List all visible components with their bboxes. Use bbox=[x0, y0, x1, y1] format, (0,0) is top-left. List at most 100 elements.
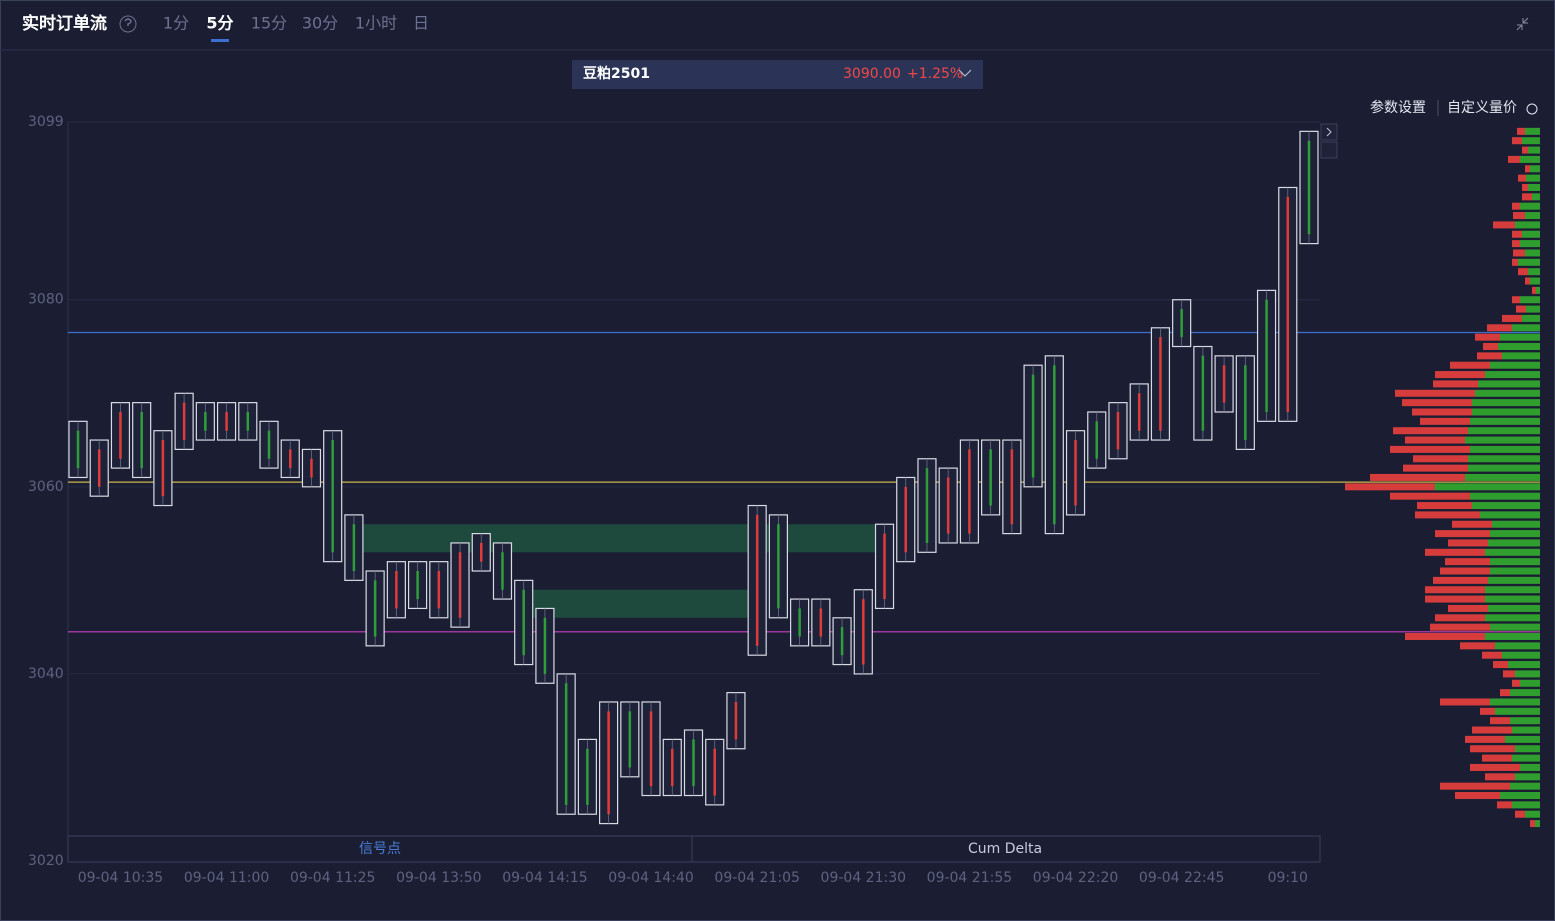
profile-sell bbox=[1417, 502, 1472, 510]
timeframe-tab[interactable]: 1分 bbox=[163, 14, 189, 33]
profile-buy bbox=[1485, 548, 1540, 556]
plot: 3099 3080 3060 3040 3020 09-04 10:35 09-04 11:… bbox=[28, 114, 1540, 886]
profile-buy bbox=[1508, 661, 1540, 669]
profile-sell bbox=[1450, 361, 1490, 369]
profile-buy bbox=[1520, 202, 1540, 210]
profile-buy bbox=[1485, 371, 1540, 379]
profile-sell bbox=[1512, 258, 1518, 266]
profile-buy bbox=[1526, 174, 1540, 182]
x-tick-label: 09-04 21:30 bbox=[821, 870, 906, 886]
profile-buy bbox=[1495, 707, 1540, 715]
profile-sell bbox=[1503, 670, 1515, 678]
bottom-tabs bbox=[67, 835, 1321, 863]
profile-sell bbox=[1493, 221, 1515, 229]
bottom-tab[interactable]: 信号点 bbox=[359, 841, 401, 857]
profile-sell bbox=[1500, 689, 1510, 697]
custom-button[interactable]: 自定义量价 bbox=[1447, 100, 1517, 116]
profile-sell bbox=[1425, 595, 1485, 603]
y-tick-label: 3080 bbox=[28, 292, 64, 308]
profile-buy bbox=[1472, 399, 1540, 407]
profile-sell bbox=[1395, 389, 1475, 397]
profile-sell bbox=[1415, 511, 1480, 519]
profile-sell bbox=[1502, 314, 1522, 322]
profile-buy bbox=[1485, 614, 1540, 622]
profile-sell bbox=[1522, 183, 1528, 191]
profile-buy bbox=[1470, 445, 1540, 453]
active-tab-underline bbox=[211, 39, 229, 42]
profile-sell bbox=[1485, 773, 1515, 781]
profile-sell bbox=[1465, 735, 1505, 743]
profile-sell bbox=[1455, 792, 1500, 800]
bottom-tab[interactable]: Cum Delta bbox=[968, 841, 1042, 857]
profile-sell bbox=[1412, 408, 1472, 416]
profile-sell bbox=[1513, 212, 1525, 220]
profile-sell bbox=[1393, 427, 1468, 435]
timeframe-tab[interactable]: 30分 bbox=[302, 14, 338, 33]
profile-sell bbox=[1512, 230, 1522, 238]
profile-sell bbox=[1460, 642, 1495, 650]
y-tick-label: 3099 bbox=[28, 114, 64, 130]
instrument-box[interactable] bbox=[572, 60, 983, 89]
profile-buy bbox=[1525, 810, 1540, 818]
x-tick-label: 09-04 22:45 bbox=[1139, 870, 1224, 886]
profile-sell bbox=[1532, 286, 1536, 294]
timeframe-tab[interactable]: 日 bbox=[413, 14, 429, 33]
timeframe-tabs: 1分 5分 15分 30分 1小时日 bbox=[163, 14, 429, 42]
timeframe-tab[interactable]: 1小时 bbox=[355, 14, 397, 33]
profile-sell bbox=[1390, 492, 1470, 500]
profile-buy bbox=[1520, 763, 1540, 771]
profile-sell bbox=[1345, 483, 1435, 491]
y-tick-label: 3060 bbox=[28, 479, 64, 495]
profile-buy bbox=[1510, 689, 1540, 697]
gear-icon bbox=[1526, 103, 1538, 115]
x-tick-label: 09-04 14:40 bbox=[608, 870, 693, 886]
timeframe-tab[interactable]: 15分 bbox=[251, 14, 287, 33]
profile-buy bbox=[1525, 212, 1540, 220]
profile-sell bbox=[1522, 146, 1528, 154]
profile-buy bbox=[1470, 492, 1540, 500]
profile-buy bbox=[1468, 427, 1540, 435]
help-icon[interactable] bbox=[119, 15, 137, 33]
profile-sell bbox=[1480, 707, 1495, 715]
expand-button[interactable] bbox=[1320, 123, 1338, 141]
expand-chevron bbox=[1326, 127, 1332, 137]
x-tick-label: 09-04 21:05 bbox=[714, 870, 799, 886]
profile-buy bbox=[1490, 623, 1540, 631]
profile-sell bbox=[1430, 623, 1490, 631]
profile-buy bbox=[1498, 343, 1540, 351]
profile-sell bbox=[1512, 679, 1520, 687]
profile-sell bbox=[1487, 324, 1512, 332]
profile-sell bbox=[1512, 296, 1520, 304]
profile-buy bbox=[1518, 258, 1540, 266]
profile-buy bbox=[1500, 792, 1540, 800]
profile-buy bbox=[1525, 127, 1540, 135]
profile-buy bbox=[1468, 464, 1540, 472]
settings-button[interactable]: 参数设置 bbox=[1370, 99, 1426, 116]
profile-sell bbox=[1493, 661, 1508, 669]
profile-sell bbox=[1512, 202, 1520, 210]
app-title: 实时订单流 bbox=[22, 13, 107, 34]
profile-buy bbox=[1490, 567, 1540, 575]
profile-buy bbox=[1472, 408, 1540, 416]
x-tick-label: 09-04 21:55 bbox=[927, 870, 1012, 886]
profile-buy bbox=[1510, 782, 1540, 790]
help-mark bbox=[124, 18, 132, 26]
profile-buy bbox=[1520, 296, 1540, 304]
profile-sell bbox=[1420, 417, 1470, 425]
profile-sell bbox=[1517, 127, 1525, 135]
profile-buy bbox=[1490, 558, 1540, 566]
profile-sell bbox=[1472, 726, 1512, 734]
profile-sell bbox=[1512, 240, 1520, 248]
profile-buy bbox=[1528, 183, 1540, 191]
profile-sell bbox=[1482, 651, 1502, 659]
profile-sell bbox=[1425, 548, 1485, 556]
profile-sell bbox=[1435, 371, 1485, 379]
profile-buy bbox=[1485, 586, 1540, 594]
profile-buy bbox=[1530, 165, 1540, 173]
profile-sell bbox=[1483, 343, 1498, 351]
collapse-icon[interactable] bbox=[1516, 17, 1529, 31]
profile-buy bbox=[1492, 520, 1540, 528]
info-button[interactable] bbox=[1320, 141, 1338, 159]
timeframe-tab[interactable]: 5分 bbox=[206, 14, 233, 33]
profile-buy bbox=[1522, 314, 1540, 322]
